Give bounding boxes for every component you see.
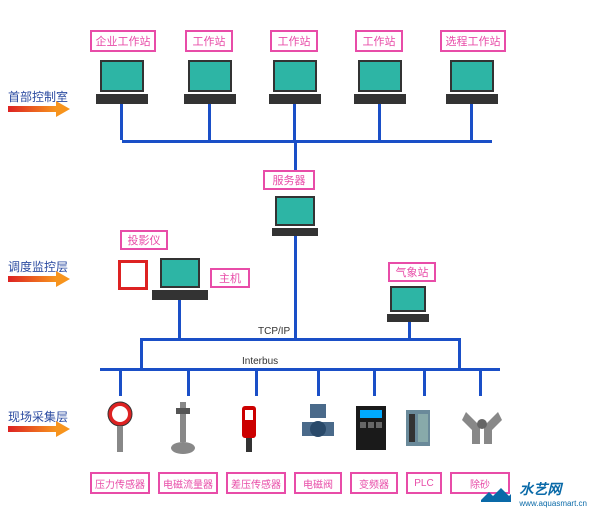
top-drop-0: [120, 104, 123, 140]
arrow-line-3: [8, 426, 56, 432]
device-drop-2: [255, 368, 258, 396]
arrow-line-1: [8, 106, 56, 112]
watermark-url: www.aquasmart.cn: [519, 499, 587, 508]
device-icon-plc: [404, 400, 432, 461]
top-monitor-4: [450, 60, 498, 104]
top-monitor-0: [100, 60, 148, 104]
device-drop-3: [317, 368, 320, 396]
device-icon-strainer: [460, 400, 504, 461]
top-drop-1: [208, 104, 211, 140]
device-drop-5: [423, 368, 426, 396]
monitor-server: [275, 196, 318, 236]
label-host: 主机: [210, 268, 250, 288]
device-drop-1: [187, 368, 190, 396]
arrow-3: [56, 421, 70, 437]
top-label-3: 工作站: [355, 30, 403, 52]
line-tcp-to-interbus-l: [140, 338, 143, 368]
top-monitor-1: [188, 60, 236, 104]
device-label-3: 电磁阀: [294, 472, 342, 494]
label-server: 服务器: [263, 170, 315, 190]
device-icon-valve: [298, 400, 338, 461]
bus-top: [122, 140, 492, 143]
top-label-4: 选程工作站: [440, 30, 506, 52]
device-icon-probe: [168, 400, 198, 461]
line-tcp-to-interbus-r: [458, 338, 461, 368]
top-label-2: 工作站: [270, 30, 318, 52]
arrow-2: [56, 271, 70, 287]
device-label-1: 电磁流量器: [158, 472, 218, 494]
projector-icon: [118, 260, 148, 290]
bus-interbus: [100, 368, 500, 371]
arrow-line-2: [8, 276, 56, 282]
top-label-1: 工作站: [185, 30, 233, 52]
line-bus-to-server: [294, 140, 297, 170]
device-icon-gauge: [100, 400, 140, 461]
device-label-5: PLC: [406, 472, 442, 494]
device-label-4: 变频器: [350, 472, 398, 494]
top-drop-2: [293, 104, 296, 140]
line-host-down: [178, 300, 181, 338]
top-drop-3: [378, 104, 381, 140]
device-label-0: 压力传感器: [90, 472, 150, 494]
device-drop-0: [119, 368, 122, 396]
line-weather-down: [408, 322, 411, 338]
arrow-1: [56, 101, 70, 117]
device-icon-panel: [354, 400, 388, 461]
label-weather: 气象站: [388, 262, 436, 282]
top-drop-4: [470, 104, 473, 140]
watermark-brand: 水艺网: [519, 481, 561, 497]
device-drop-4: [373, 368, 376, 396]
monitor-host: [160, 258, 208, 300]
bus-tcpip: [140, 338, 460, 341]
line-server-down: [294, 236, 297, 338]
top-monitor-3: [358, 60, 406, 104]
protocol-interbus: Interbus: [242, 356, 278, 367]
device-drop-6: [479, 368, 482, 396]
device-icon-handheld: [236, 400, 262, 461]
top-monitor-2: [273, 60, 321, 104]
top-label-0: 企业工作站: [90, 30, 156, 52]
monitor-weather: [390, 286, 429, 322]
device-label-2: 差压传感器: [226, 472, 286, 494]
label-projector: 投影仪: [120, 230, 168, 250]
protocol-tcpip: TCP/IP: [258, 326, 290, 337]
watermark: 水艺网 www.aquasmart.cn: [479, 479, 587, 508]
